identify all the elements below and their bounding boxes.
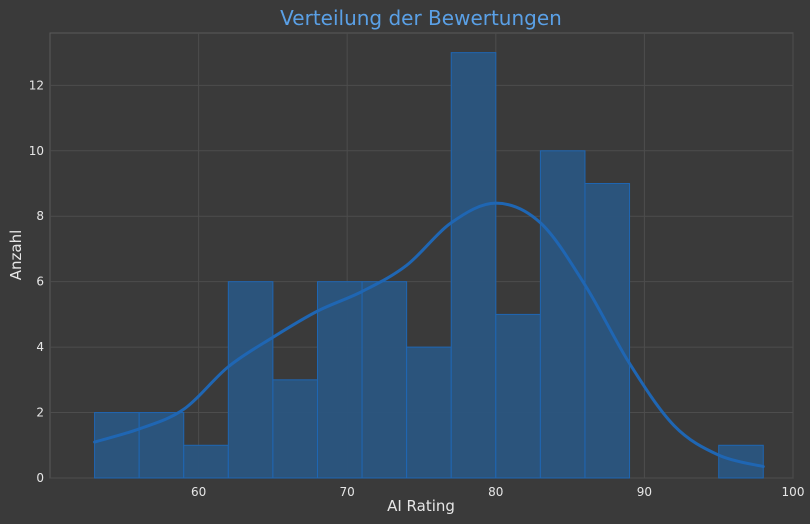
histogram-bar bbox=[94, 412, 140, 479]
x-tick-label: 60 bbox=[191, 485, 206, 499]
histogram-bar bbox=[316, 281, 363, 479]
y-tick-label: 8 bbox=[36, 209, 44, 223]
x-axis-label: AI Rating bbox=[387, 497, 455, 515]
histogram-bars bbox=[94, 52, 764, 479]
x-tick-label: 80 bbox=[488, 485, 503, 499]
histogram-bar bbox=[138, 412, 185, 479]
tick-labels: 60 70 80 90 100 0 2 4 6 8 10 12 bbox=[29, 78, 805, 499]
histogram-bar bbox=[495, 313, 541, 479]
histogram-bar bbox=[272, 379, 318, 479]
y-tick-label: 0 bbox=[36, 471, 44, 485]
histogram-bar bbox=[450, 52, 497, 479]
histogram-bar bbox=[406, 346, 452, 479]
y-tick-label: 2 bbox=[36, 406, 44, 420]
chart-title: Verteilung der Bewertungen bbox=[280, 6, 562, 30]
x-tick-label: 90 bbox=[637, 485, 652, 499]
y-tick-label: 6 bbox=[36, 275, 44, 289]
x-tick-label: 70 bbox=[340, 485, 355, 499]
histogram-bar bbox=[227, 281, 274, 479]
y-tick-label: 12 bbox=[29, 78, 44, 92]
y-tick-label: 4 bbox=[36, 340, 44, 354]
histogram-bar bbox=[584, 183, 631, 479]
density-curve bbox=[93, 201, 765, 469]
histogram-bar bbox=[183, 444, 229, 479]
x-tick-label: 100 bbox=[782, 485, 805, 499]
histogram-bar bbox=[361, 281, 408, 479]
histogram-bar bbox=[539, 150, 586, 479]
y-tick-label: 10 bbox=[29, 144, 44, 158]
y-axis-label: Anzahl bbox=[7, 230, 25, 281]
